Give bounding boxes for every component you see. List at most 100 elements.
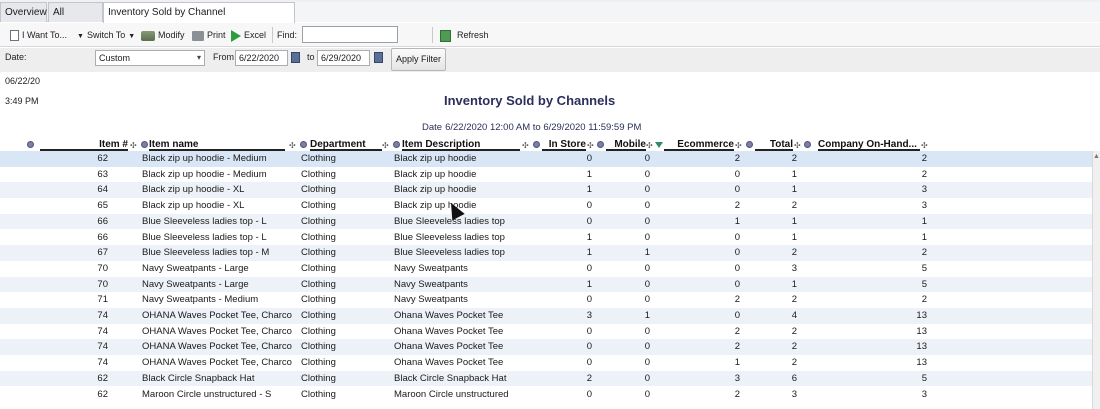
column-chooser-icon[interactable] bbox=[300, 141, 307, 148]
cell-item-name: Navy Sweatpants - Medium bbox=[142, 294, 259, 306]
column-resize-icon[interactable]: ✣ bbox=[382, 141, 389, 150]
column-resize-icon[interactable]: ✣ bbox=[646, 141, 653, 150]
print-button[interactable]: Print bbox=[192, 28, 226, 42]
table-row[interactable]: 66 Blue Sleeveless ladies top - L Clothing… bbox=[0, 213, 1092, 230]
excel-button[interactable]: Excel bbox=[231, 28, 266, 42]
cell-item-number: 74 bbox=[97, 310, 108, 321]
column-resize-icon[interactable]: ✣ bbox=[130, 141, 137, 150]
cell-company-on-hand: 13 bbox=[916, 341, 927, 353]
cell-ecommerce: 0 bbox=[734, 278, 740, 290]
cell-item-name: OHANA Waves Pocket Tee, Charco bbox=[142, 310, 292, 321]
cell-item-description: Ohana Waves Pocket Tee bbox=[394, 325, 504, 337]
column-chooser-icon[interactable] bbox=[393, 141, 400, 148]
table-row[interactable]: 66 Blue Sleeveless ladies top - L Clothing… bbox=[0, 230, 1092, 246]
calendar-icon[interactable] bbox=[374, 52, 383, 63]
i-want-to-menu[interactable]: I Want To... bbox=[10, 28, 67, 42]
cell-item-name: Black zip up hoodie - XL bbox=[142, 200, 245, 212]
table-row[interactable]: 74 OHANA Waves Pocket Tee, Charco Clothing… bbox=[0, 324, 1092, 340]
modify-button[interactable]: Modify bbox=[141, 28, 185, 42]
cell-in-store: 1 bbox=[586, 184, 592, 196]
column-resize-icon[interactable]: ✣ bbox=[522, 141, 529, 150]
table-row[interactable]: 74 OHANA Waves Pocket Tee, Charco Clothing… bbox=[0, 308, 1092, 324]
tab-all-reports[interactable]: All Reports bbox=[48, 2, 103, 37]
cell-ecommerce: 2 bbox=[734, 388, 740, 400]
table-row[interactable]: 71 Navy Sweatpants - Medium Clothing Navy S… bbox=[0, 292, 1092, 308]
cell-mobile: 0 bbox=[644, 372, 650, 384]
cell-item-description: Black zip up hoodie bbox=[394, 168, 477, 180]
column-resize-icon[interactable]: ✣ bbox=[921, 141, 928, 150]
table-row[interactable]: 74 OHANA Waves Pocket Tee, Charco Clothing… bbox=[0, 339, 1092, 356]
table-header: Item # ✣ Item name ✣ Department ✣ Item D… bbox=[0, 138, 1100, 152]
cell-ecommerce: 2 bbox=[734, 325, 740, 337]
refresh-button[interactable]: Refresh bbox=[440, 28, 489, 42]
cell-in-store: 1 bbox=[586, 247, 592, 259]
table-row[interactable]: 65 Black zip up hoodie - XL Clothing Black … bbox=[0, 198, 1092, 214]
column-header-ecommerce[interactable]: Ecommerce bbox=[664, 138, 734, 151]
to-date-input[interactable]: 6/29/2020 bbox=[317, 50, 370, 66]
column-header-in-store[interactable]: In Store bbox=[542, 138, 586, 151]
cell-item-description: Ohana Waves Pocket Tee bbox=[394, 310, 504, 321]
vertical-scrollbar[interactable]: ▲ bbox=[1092, 151, 1100, 409]
tab-overview[interactable]: Overview bbox=[0, 2, 47, 22]
tab-inventory-sold-by-channel[interactable]: Inventory Sold by Channel bbox=[103, 2, 295, 23]
column-resize-icon[interactable]: ✣ bbox=[289, 141, 296, 150]
chevron-down-icon: ▾ bbox=[196, 53, 201, 62]
column-header-company-on-hand[interactable]: Company On-Hand... bbox=[818, 138, 920, 151]
table-row[interactable]: 70 Navy Sweatpants - Large Clothing Navy Sw… bbox=[0, 261, 1092, 277]
column-header-mobile[interactable]: Mobile bbox=[606, 138, 646, 151]
cell-item-name: Navy Sweatpants - Large bbox=[142, 278, 249, 290]
apply-filter-button[interactable]: Apply Filter bbox=[391, 48, 446, 71]
cell-item-description: Navy Sweatpants bbox=[394, 262, 468, 274]
cell-item-name: Blue Sleeveless ladies top - L bbox=[142, 231, 267, 243]
calendar-icon[interactable] bbox=[291, 52, 300, 63]
switch-to-menu[interactable]: ▼ Switch To ▼ bbox=[77, 28, 135, 42]
cell-item-number: 70 bbox=[97, 278, 108, 290]
caret-down-icon: ▼ bbox=[128, 33, 136, 40]
column-header-item-name[interactable]: Item name bbox=[149, 138, 285, 151]
date-range-select[interactable]: Custom ▾ bbox=[95, 50, 205, 66]
table-row[interactable]: 62 Maroon Circle unstructured - S Clothing… bbox=[0, 387, 1092, 403]
from-date-input[interactable]: 6/22/2020 bbox=[235, 50, 288, 66]
cell-item-description: Ohana Waves Pocket Tee bbox=[394, 357, 504, 369]
cell-item-number: 70 bbox=[97, 262, 108, 274]
cell-item-number: 62 bbox=[97, 153, 108, 164]
column-resize-icon[interactable]: ✣ bbox=[587, 141, 594, 150]
cell-item-number: 71 bbox=[97, 294, 108, 306]
column-header-department[interactable]: Department bbox=[310, 138, 382, 151]
cell-item-number: 63 bbox=[97, 168, 108, 180]
cell-mobile: 0 bbox=[644, 168, 650, 180]
cell-total: 2 bbox=[791, 341, 797, 353]
table-row[interactable]: 63 Black zip up hoodie - Medium Clothing Bl… bbox=[0, 167, 1092, 183]
cell-item-number: 66 bbox=[97, 231, 108, 243]
find-input[interactable] bbox=[302, 26, 398, 43]
column-chooser-icon[interactable] bbox=[597, 141, 604, 148]
column-resize-icon[interactable]: ✣ bbox=[794, 141, 801, 150]
column-header-item-number[interactable]: Item # bbox=[40, 138, 128, 151]
cell-in-store: 0 bbox=[586, 262, 592, 274]
refresh-icon bbox=[440, 29, 451, 42]
cell-item-name: OHANA Waves Pocket Tee, Charco bbox=[142, 357, 292, 369]
cell-item-number: 62 bbox=[97, 372, 108, 384]
table-row[interactable]: 62 Black zip up hoodie - Medium Clothing Bl… bbox=[0, 151, 1092, 167]
column-chooser-icon[interactable] bbox=[27, 141, 34, 148]
table-row[interactable]: 67 Blue Sleeveless ladies top - M Clothing… bbox=[0, 245, 1092, 261]
scroll-up-icon[interactable]: ▲ bbox=[1093, 153, 1100, 160]
toolbar-divider bbox=[272, 27, 273, 43]
table-row[interactable]: 62 Black Circle Snapback Hat Clothing Black… bbox=[0, 370, 1092, 387]
column-chooser-icon[interactable] bbox=[746, 141, 753, 148]
column-header-item-description[interactable]: Item Description bbox=[402, 138, 520, 151]
column-chooser-icon[interactable] bbox=[804, 141, 811, 148]
column-chooser-icon[interactable] bbox=[533, 141, 540, 148]
table-row[interactable]: 70 Navy Sweatpants - Large Clothing Navy Sw… bbox=[0, 276, 1092, 293]
column-header-total[interactable]: Total bbox=[755, 138, 793, 151]
cell-item-name: Navy Sweatpants - Large bbox=[142, 262, 249, 274]
column-chooser-icon[interactable] bbox=[141, 141, 148, 148]
cell-in-store: 0 bbox=[586, 325, 592, 337]
column-resize-icon[interactable]: ✣ bbox=[735, 141, 742, 150]
cell-mobile: 0 bbox=[644, 388, 650, 400]
cell-item-description: Maroon Circle unstructured bbox=[394, 388, 509, 400]
cell-mobile: 1 bbox=[644, 247, 650, 259]
sort-descending-icon[interactable] bbox=[655, 142, 663, 148]
table-row[interactable]: 64 Black zip up hoodie - XL Clothing Black … bbox=[0, 182, 1092, 199]
table-row[interactable]: 74 OHANA Waves Pocket Tee, Charco Clothing… bbox=[0, 355, 1092, 371]
